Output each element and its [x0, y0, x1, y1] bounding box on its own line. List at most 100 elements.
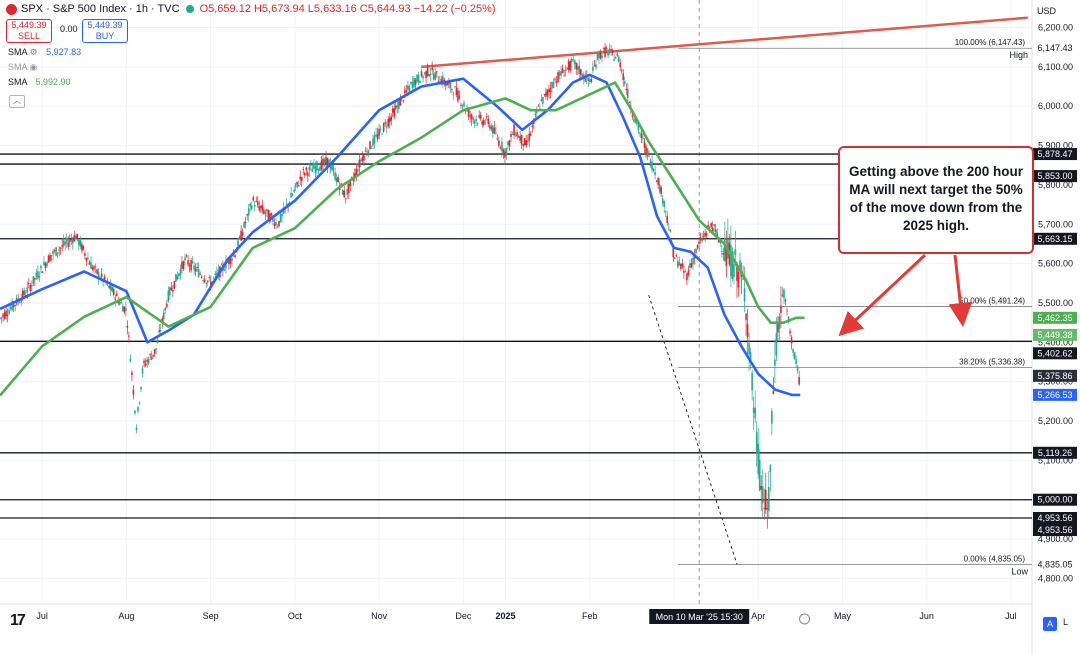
candle-body [493, 127, 496, 134]
candle-body [78, 240, 80, 246]
candle-body [661, 198, 664, 204]
candle-body [519, 136, 521, 141]
candle-body [202, 280, 204, 281]
candle-body [537, 105, 540, 107]
indicator-name: SMA [8, 62, 28, 72]
candle-body [681, 263, 684, 267]
candle-body [335, 177, 338, 183]
candle-body [87, 258, 89, 260]
candle-body [713, 224, 716, 226]
candle-body [122, 306, 124, 312]
candle-body [598, 51, 600, 59]
candle-body [752, 407, 755, 413]
x-tick-label: 2025 [495, 611, 515, 621]
candle-body [739, 260, 741, 272]
visibility-icon[interactable]: ◉ [29, 62, 38, 72]
candle-body [361, 157, 364, 162]
currency-label[interactable]: USD [1037, 6, 1057, 16]
candle-body [159, 330, 162, 332]
candle-body [75, 235, 77, 240]
candle-body [557, 72, 559, 82]
candle-body [323, 159, 326, 163]
candle-body [496, 138, 499, 140]
candle-body [228, 257, 230, 265]
indicator-sma-2[interactable]: SMA ◉ [8, 62, 37, 73]
settings-icon[interactable]: ⚙ [29, 47, 38, 57]
candle-body [432, 74, 435, 80]
candle-body [687, 270, 690, 276]
candle-body [649, 160, 652, 167]
candle-body [460, 105, 462, 106]
candle-body [502, 149, 505, 155]
candle-body [531, 125, 534, 127]
candle-body [658, 184, 661, 192]
candle-body [190, 260, 192, 271]
buy-button[interactable]: 5,449.39 BUY [82, 19, 128, 43]
indicator-value: 5,992.90 [35, 77, 71, 87]
auto-scale-button[interactable]: A [1043, 617, 1057, 631]
candle-body [267, 210, 270, 219]
x-tick-label: Feb [582, 611, 598, 621]
candle-body [399, 99, 402, 106]
candle-body [376, 134, 379, 139]
candle-body [5, 310, 7, 317]
candle-body [314, 166, 317, 173]
indicator-sma-3[interactable]: SMA 5,992.90 [8, 77, 71, 87]
candle-body [575, 62, 578, 70]
candle-body [188, 264, 191, 267]
candle-body [481, 121, 484, 125]
candle-body [246, 214, 248, 216]
candle-body [449, 81, 452, 89]
candle-body [602, 48, 605, 50]
candle-body [677, 260, 679, 268]
candle-body [542, 97, 544, 104]
candle-body [270, 213, 273, 216]
annotation-callout: Getting above the 200 hour MA will next … [838, 146, 1034, 254]
price-tag-label: 4,835.05 [1037, 560, 1072, 570]
candle-body [651, 161, 653, 170]
candle-body [205, 282, 208, 284]
candle-body [172, 289, 174, 292]
candle-body [745, 313, 747, 320]
price-tag-label: 4,953.56 [1037, 525, 1072, 535]
candle-body [766, 508, 769, 510]
price-tag-label: 5,462.35 [1037, 313, 1072, 323]
symbol-line[interactable]: SPX · S&P 500 Index · 1h · TVC [21, 3, 180, 15]
candle-body [260, 205, 262, 208]
candle-body [657, 178, 659, 185]
candle-body [426, 67, 429, 77]
candle-body [569, 61, 571, 71]
candle-body [463, 102, 465, 107]
candle-body [716, 231, 719, 237]
candle-body [385, 126, 388, 128]
candle-body [134, 410, 136, 414]
indicator-sma-1[interactable]: SMA ⚙ 5,927.83 [8, 47, 81, 58]
candle-body [783, 289, 785, 299]
candle-body [692, 258, 694, 265]
candle-body [85, 257, 88, 262]
candle-body [354, 173, 356, 178]
price-tag-label: 5,000.00 [1037, 495, 1072, 505]
y-tick-label: 5,200.00 [1038, 416, 1073, 426]
candle-body [536, 110, 538, 114]
candle-body [240, 230, 242, 241]
candle-body [404, 89, 406, 94]
candle-body [755, 432, 758, 453]
price-tag [1033, 446, 1077, 459]
price-tag [1033, 369, 1077, 382]
y-tick-label: 5,100.00 [1038, 455, 1073, 465]
candle-body [484, 122, 487, 124]
log-scale-button[interactable]: L [1063, 617, 1069, 627]
candle-body [558, 72, 561, 76]
price-tag [1033, 170, 1077, 183]
chevron-up-icon[interactable]: ︿ [9, 95, 25, 108]
fibonacci-level-label: 100.00% (6,147.43) [955, 38, 1026, 47]
x-tick-label: Jul [36, 611, 48, 621]
candle-body [498, 140, 500, 146]
candle-body [613, 59, 615, 61]
candle-body [275, 221, 277, 226]
candle-body [422, 76, 424, 79]
sell-button[interactable]: 5,449.39 SELL [6, 19, 52, 43]
candle-body [44, 263, 47, 269]
